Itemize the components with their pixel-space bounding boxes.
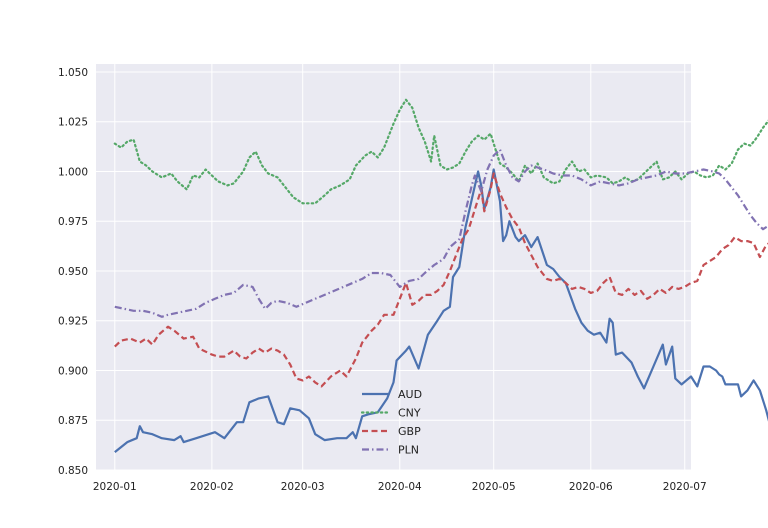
legend: AUD CNY GBP PLN	[360, 388, 422, 457]
y-tick-label: 1.000	[58, 166, 88, 178]
y-tick-label: 1.050	[58, 67, 88, 79]
y-tick-label: 0.850	[58, 465, 88, 477]
y-tick-label: 0.950	[58, 266, 88, 278]
legend-label-aud: AUD	[398, 388, 422, 401]
x-tick-label: 2020-05	[472, 481, 516, 493]
series-line-pln	[114, 148, 768, 318]
series-line-cny	[113, 98, 768, 205]
legend-label-cny: CNY	[398, 407, 421, 420]
x-tick-label: 2020-02	[190, 481, 234, 493]
legend-label-gbp: GBP	[398, 425, 421, 438]
x-tick-label: 2020-03	[281, 481, 325, 493]
y-tick-label: 0.900	[58, 365, 88, 377]
x-tick-label: 2020-01	[93, 481, 137, 493]
y-tick-label: 0.875	[58, 415, 88, 427]
x-tick-label: 2020-07	[663, 481, 707, 493]
y-tick-label: 0.925	[58, 316, 88, 328]
legend-label-pln: PLN	[398, 444, 419, 457]
y-tick-label: 0.975	[58, 216, 88, 228]
y-tick-label: 1.025	[58, 117, 88, 129]
plot-background	[96, 64, 691, 470]
grid-lines	[96, 64, 691, 471]
y-axis-ticks: 0.850 0.875 0.900 0.925 0.950 0.975 1.000 1.025…	[58, 67, 88, 477]
series-lines	[113, 98, 768, 453]
x-axis-ticks: 2020-01 2020-02 2020-03 2020-04 2020-05 2020-…	[93, 481, 707, 493]
series-line-aud	[114, 168, 768, 453]
x-tick-label: 2020-06	[569, 481, 613, 493]
x-tick-label: 2020-04	[378, 481, 422, 493]
